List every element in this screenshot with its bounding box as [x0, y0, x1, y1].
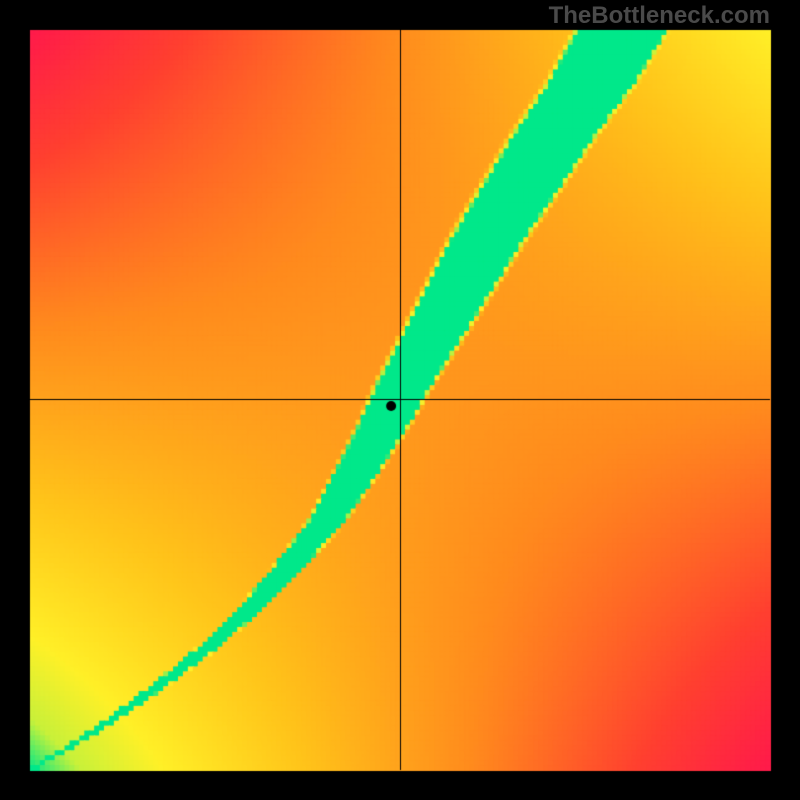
watermark-text: TheBottleneck.com: [549, 2, 770, 30]
chart-stage: TheBottleneck.com: [0, 0, 800, 800]
bottleneck-heatmap-canvas: [0, 0, 800, 800]
